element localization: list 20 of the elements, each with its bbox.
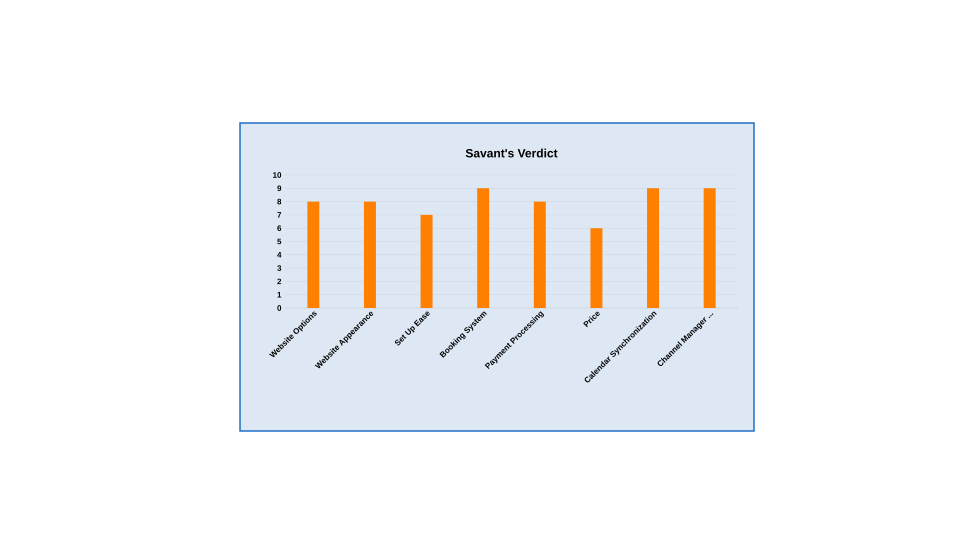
y-tick-label: 6 [277, 225, 282, 232]
chart-title: Savant's Verdict [466, 148, 558, 158]
bar [534, 202, 546, 308]
bar [647, 188, 660, 308]
bar [704, 188, 716, 308]
y-tick-label: 0 [277, 305, 282, 311]
y-tick-label: 10 [273, 172, 282, 178]
y-tick-label: 3 [277, 265, 282, 271]
bar [477, 188, 490, 308]
y-tick-label: 5 [277, 238, 282, 244]
y-tick-label: 7 [277, 212, 282, 218]
bar [590, 228, 602, 308]
y-tick-label: 4 [277, 252, 282, 258]
bar [307, 202, 320, 308]
y-tick-label: 9 [277, 185, 282, 192]
y-tick-label: 8 [277, 198, 282, 204]
y-tick-label: 2 [277, 278, 282, 284]
y-tick-label: 1 [278, 292, 282, 298]
bar [420, 214, 433, 308]
bar [364, 202, 376, 308]
